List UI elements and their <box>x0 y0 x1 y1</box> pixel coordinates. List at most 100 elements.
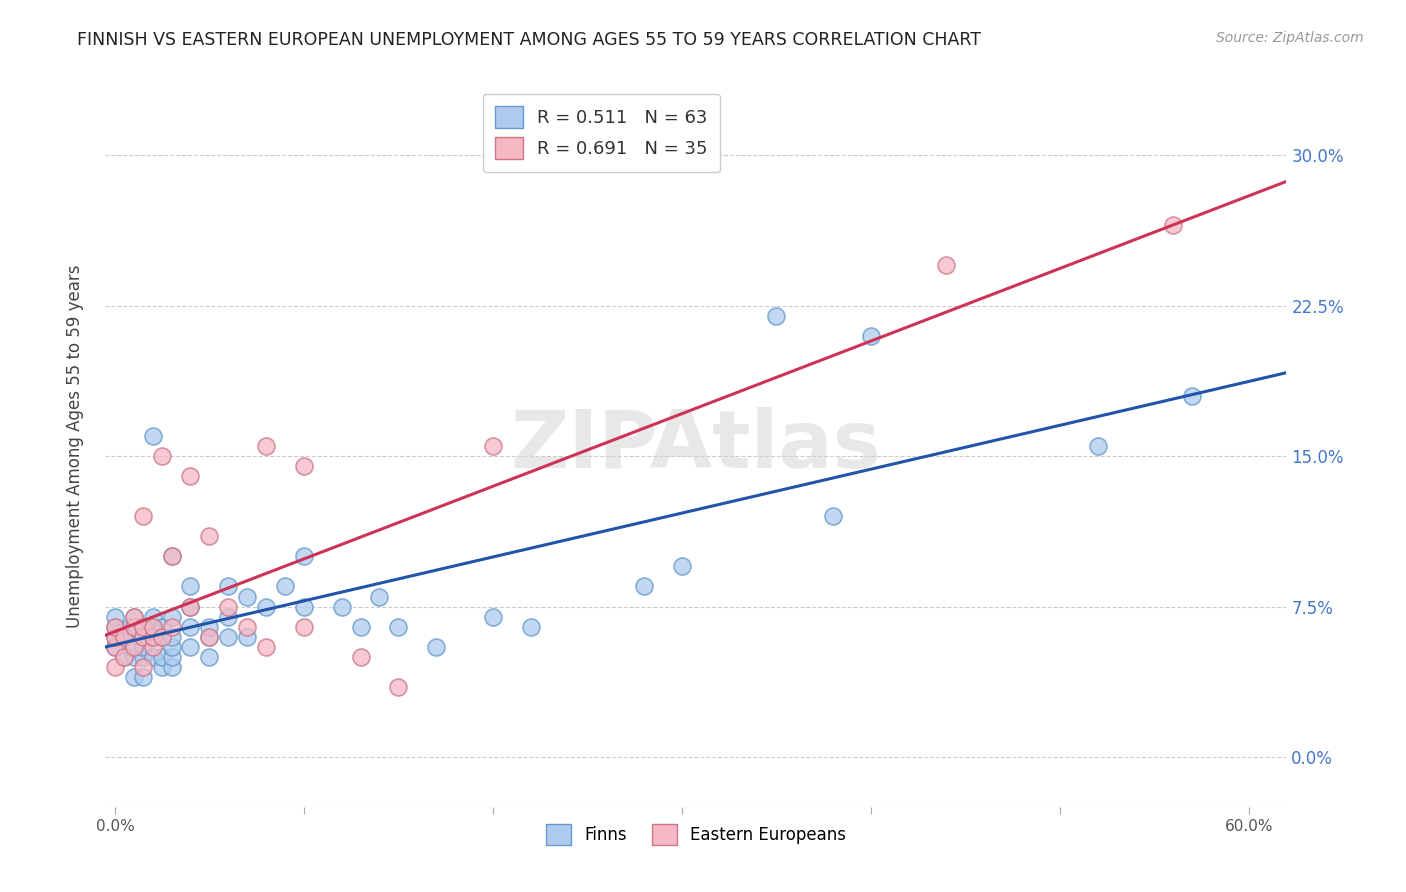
Point <box>482 609 505 624</box>
Point <box>198 649 221 664</box>
Point <box>150 630 173 644</box>
Text: FINNISH VS EASTERN EUROPEAN UNEMPLOYMENT AMONG AGES 55 TO 59 YEARS CORRELATION C: FINNISH VS EASTERN EUROPEAN UNEMPLOYMENT… <box>77 31 981 49</box>
Point <box>122 670 145 684</box>
Point <box>179 640 201 654</box>
Point <box>112 649 135 664</box>
Point <box>179 469 201 483</box>
Point <box>142 620 165 634</box>
Point <box>104 640 127 654</box>
Text: Source: ZipAtlas.com: Source: ZipAtlas.com <box>1216 31 1364 45</box>
Point <box>122 640 145 654</box>
Point <box>142 429 165 443</box>
Point <box>122 609 145 624</box>
Point <box>198 630 221 644</box>
Point <box>292 549 315 564</box>
Point <box>142 640 165 654</box>
Point <box>292 599 315 614</box>
Point <box>935 259 957 273</box>
Point <box>179 599 201 614</box>
Point <box>1181 389 1204 403</box>
Point <box>254 599 277 614</box>
Point <box>122 640 145 654</box>
Point <box>349 620 371 634</box>
Point <box>150 630 173 644</box>
Point <box>160 620 183 634</box>
Point <box>160 630 183 644</box>
Point <box>132 509 155 524</box>
Point <box>150 449 173 463</box>
Point <box>330 599 353 614</box>
Point <box>122 649 145 664</box>
Point <box>142 620 165 634</box>
Point <box>112 649 135 664</box>
Point <box>104 620 127 634</box>
Point <box>160 640 183 654</box>
Y-axis label: Unemployment Among Ages 55 to 59 years: Unemployment Among Ages 55 to 59 years <box>66 264 84 628</box>
Point <box>118 620 141 634</box>
Point <box>821 509 844 524</box>
Point <box>160 549 183 564</box>
Legend: Finns, Eastern Europeans: Finns, Eastern Europeans <box>537 816 855 853</box>
Point <box>112 630 135 644</box>
Point <box>217 580 239 594</box>
Point <box>1087 439 1109 453</box>
Point <box>104 609 127 624</box>
Point <box>859 328 882 343</box>
Point <box>118 640 141 654</box>
Point <box>368 590 391 604</box>
Point <box>254 640 277 654</box>
Point <box>217 599 239 614</box>
Point <box>425 640 447 654</box>
Point <box>150 649 173 664</box>
Point <box>122 620 145 634</box>
Point <box>132 649 155 664</box>
Point <box>132 640 155 654</box>
Point <box>482 439 505 453</box>
Text: ZIPAtlas: ZIPAtlas <box>510 407 882 485</box>
Point <box>132 630 155 644</box>
Point <box>122 609 145 624</box>
Point <box>142 649 165 664</box>
Point <box>142 630 165 644</box>
Point <box>132 660 155 674</box>
Point <box>198 620 221 634</box>
Point <box>292 620 315 634</box>
Point <box>179 580 201 594</box>
Point <box>217 630 239 644</box>
Point <box>387 620 409 634</box>
Point <box>104 660 127 674</box>
Point <box>104 640 127 654</box>
Point <box>112 630 135 644</box>
Point <box>671 559 693 574</box>
Point <box>254 439 277 453</box>
Point <box>132 630 155 644</box>
Point <box>142 630 165 644</box>
Point <box>633 580 655 594</box>
Point <box>132 620 155 634</box>
Point <box>349 649 371 664</box>
Point <box>132 670 155 684</box>
Point <box>160 649 183 664</box>
Point <box>142 609 165 624</box>
Point <box>274 580 297 594</box>
Point <box>387 680 409 694</box>
Point <box>236 590 259 604</box>
Point <box>198 529 221 543</box>
Point <box>1161 219 1184 233</box>
Point <box>236 630 259 644</box>
Point <box>160 609 183 624</box>
Point <box>217 609 239 624</box>
Point <box>765 309 787 323</box>
Point <box>160 660 183 674</box>
Point <box>150 660 173 674</box>
Point <box>236 620 259 634</box>
Point <box>104 630 127 644</box>
Point <box>198 630 221 644</box>
Point <box>150 620 173 634</box>
Point <box>179 599 201 614</box>
Point <box>132 620 155 634</box>
Point <box>179 620 201 634</box>
Point <box>292 459 315 474</box>
Point <box>104 630 127 644</box>
Point <box>122 620 145 634</box>
